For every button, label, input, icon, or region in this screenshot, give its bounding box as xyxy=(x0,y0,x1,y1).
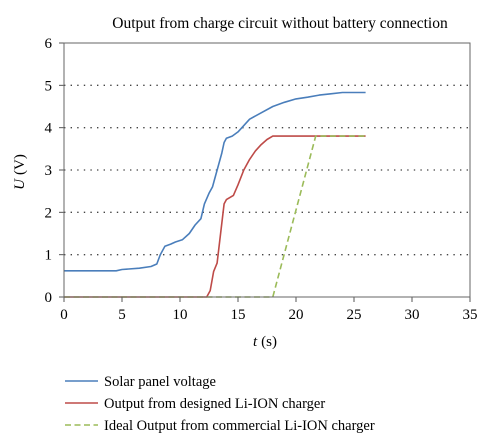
x-tick-label: 10 xyxy=(173,307,188,323)
y-axis-label: U (V) xyxy=(12,154,28,190)
y-tick-label: 0 xyxy=(45,290,53,306)
x-tick-label: 20 xyxy=(289,307,304,323)
chart-title: Output from charge circuit without batte… xyxy=(112,15,448,32)
tick-labels: 0 1 2 3 4 5 6 0 5 10 15 20 25 30 35 xyxy=(45,36,478,323)
x-tick-label: 35 xyxy=(463,307,478,323)
y-tick-label: 6 xyxy=(45,36,53,52)
axes xyxy=(59,42,471,302)
grid xyxy=(64,84,470,256)
series-line-1 xyxy=(64,91,366,272)
legend-label-1: Solar panel voltage xyxy=(104,374,216,390)
y-tick-label: 1 xyxy=(45,248,53,264)
legend-label-2: Output from designed Li-ION charger xyxy=(104,396,325,412)
series-lines xyxy=(64,91,366,298)
legend: Solar panel voltage Output from designed … xyxy=(65,374,375,434)
series-line-2 xyxy=(64,135,366,298)
y-tick-label: 2 xyxy=(45,205,53,221)
x-axis-label: t (s) xyxy=(253,334,277,350)
x-tick-label: 30 xyxy=(405,307,420,323)
x-tick-label: 25 xyxy=(347,307,362,323)
plot-frame xyxy=(63,42,471,298)
series-line-3 xyxy=(64,135,366,298)
legend-label-3: Ideal Output from commercial Li-ION char… xyxy=(104,418,375,434)
x-axis-label-unit: (s) xyxy=(261,334,277,350)
x-tick-label: 15 xyxy=(231,307,246,323)
x-tick-label: 5 xyxy=(118,307,126,323)
y-tick-label: 3 xyxy=(45,163,53,179)
y-axis-label-unit: (V) xyxy=(12,154,28,175)
y-axis-label-var: U xyxy=(12,178,28,190)
x-tick-label: 0 xyxy=(60,307,68,323)
y-tick-label: 4 xyxy=(45,121,53,137)
x-axis-label-var: t xyxy=(253,334,258,350)
y-tick-label: 5 xyxy=(45,78,53,94)
